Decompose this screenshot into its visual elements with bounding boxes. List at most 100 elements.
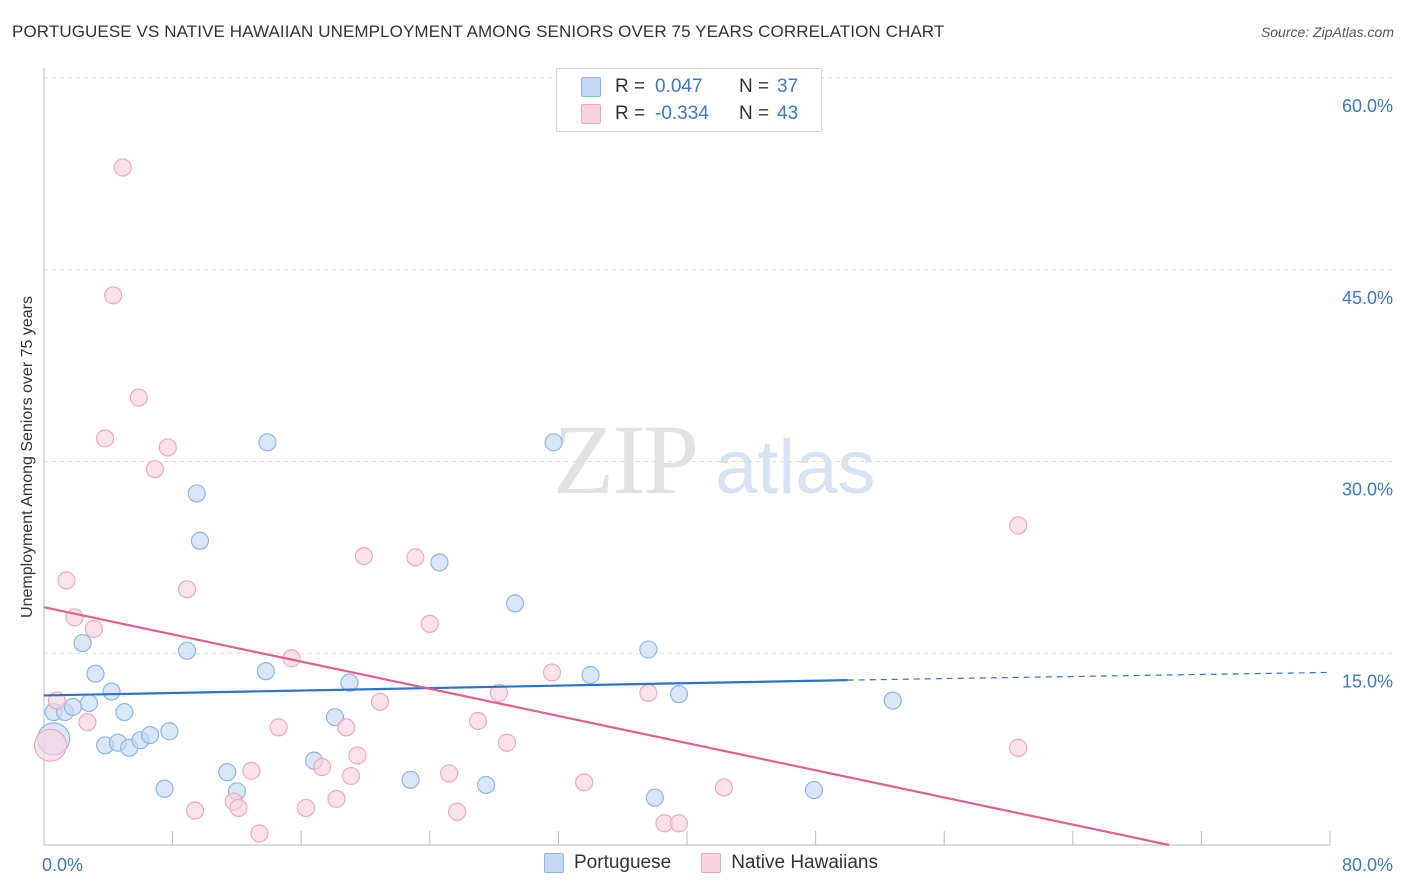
portuguese-point xyxy=(256,662,275,681)
native-hawaiian-point xyxy=(186,801,205,820)
portuguese-point xyxy=(155,779,174,798)
y-tick-label: 30.0% xyxy=(1342,480,1393,500)
portuguese-point xyxy=(187,484,206,503)
native-hawaiian-point xyxy=(542,663,562,682)
portuguese-swatch xyxy=(581,77,601,97)
correlation-legend: R = 0.047 N = 37 R = -0.334 N = 43 xyxy=(556,68,822,132)
portuguese-point xyxy=(79,694,99,713)
portuguese-point xyxy=(505,594,525,613)
legend-item-portuguese[interactable]: Portuguese xyxy=(544,852,671,874)
watermark-zip: ZIP xyxy=(553,404,699,515)
x-tick-label: 0.0% xyxy=(42,855,83,875)
native-hawaiian-point xyxy=(448,802,467,821)
native-hawaiian-point xyxy=(113,158,132,177)
native-hawaiian-point xyxy=(468,711,488,731)
native-hawaiian-point xyxy=(575,773,594,792)
portuguese-point xyxy=(160,722,179,741)
portuguese-point xyxy=(190,531,210,550)
native-hawaiian-point xyxy=(95,429,115,448)
portuguese-point xyxy=(476,775,496,795)
portuguese-point xyxy=(883,691,902,710)
native-hawaiian-point xyxy=(145,460,165,479)
grid-lines xyxy=(44,77,1392,654)
data-points xyxy=(33,158,1028,843)
legend-row-native-hawaiians: R = -0.334 N = 43 xyxy=(581,102,798,126)
portuguese-point xyxy=(581,665,600,685)
n-label: N = xyxy=(739,76,770,97)
native-hawaiian-point xyxy=(370,692,390,711)
native-hawaiian-point xyxy=(669,814,689,833)
native-hawaiian-point xyxy=(158,438,177,457)
native-hawaiian-point xyxy=(312,757,332,777)
native-hawaiian-point xyxy=(354,546,373,566)
native-hawaiian-point xyxy=(341,766,361,786)
portuguese-point xyxy=(102,682,121,701)
portuguese-point xyxy=(639,640,658,659)
legend-label: Native Hawaiians xyxy=(731,852,878,873)
portuguese-point xyxy=(63,697,83,717)
portuguese-point xyxy=(645,788,664,807)
portuguese-point xyxy=(669,685,689,704)
native-hawaiian-point xyxy=(269,718,288,737)
native-hawaiian-point xyxy=(242,761,261,780)
x-tick-label: 80.0% xyxy=(1342,855,1393,875)
native-hawaiian-point xyxy=(250,824,269,843)
native-hawaiian-point xyxy=(177,580,197,599)
legend-label: Portuguese xyxy=(574,852,672,873)
native-hawaiian-point xyxy=(348,746,367,765)
r-label: R = xyxy=(615,76,646,97)
native-hawaiian-point xyxy=(327,789,346,809)
y-tick-label: 15.0% xyxy=(1342,671,1393,691)
native-hawaiians-swatch xyxy=(581,104,601,124)
native-hawaiian-point xyxy=(497,733,517,752)
y-tick-label: 60.0% xyxy=(1342,96,1393,116)
portuguese-point xyxy=(325,708,345,727)
native-hawaiian-point xyxy=(104,286,123,305)
y-tick-label: 45.0% xyxy=(1342,288,1393,308)
legend-item-native-hawaiians[interactable]: Native Hawaiians xyxy=(701,852,878,874)
native-hawaiian-point xyxy=(406,548,425,567)
native-hawaiian-point xyxy=(714,778,734,797)
n-value: 37 xyxy=(777,76,799,97)
native-hawaiian-point xyxy=(229,798,248,818)
r-value: 0.047 xyxy=(655,76,703,97)
portuguese-point xyxy=(73,633,92,653)
tick-labels: 15.0% 30.0% 45.0% 60.0% 0.0% 80.0% xyxy=(42,96,1393,875)
n-label: N = xyxy=(739,103,770,124)
native-hawaiian-trend-line xyxy=(43,606,1170,847)
native-hawaiian-point xyxy=(296,798,316,818)
native-hawaiian-point xyxy=(33,728,68,762)
portuguese-swatch xyxy=(544,853,564,873)
legend-row-portuguese: R = 0.047 N = 37 xyxy=(581,75,798,99)
native-hawaiian-point xyxy=(129,388,148,407)
portuguese-trend-line xyxy=(43,678,848,697)
portuguese-point xyxy=(218,763,237,782)
portuguese-point xyxy=(544,433,563,452)
portuguese-point xyxy=(177,641,197,660)
native-hawaiian-point xyxy=(57,571,76,590)
native-hawaiian-point xyxy=(337,718,356,737)
portuguese-point xyxy=(140,725,160,745)
native-hawaiian-point xyxy=(489,683,509,702)
portuguese-point xyxy=(258,433,277,452)
chart-title: PORTUGUESE VS NATIVE HAWAIIAN UNEMPLOYME… xyxy=(12,22,945,41)
portuguese-trend-line-extension xyxy=(847,671,1331,681)
native-hawaiian-point xyxy=(84,619,103,639)
native-hawaiians-swatch xyxy=(701,853,722,873)
r-value: -0.334 xyxy=(655,103,709,124)
trend-lines xyxy=(43,606,1331,847)
source-label: Source: ZipAtlas.com xyxy=(1260,24,1394,40)
native-hawaiian-point xyxy=(1009,738,1028,757)
native-hawaiian-point xyxy=(439,764,459,783)
portuguese-point xyxy=(86,664,105,683)
portuguese-point xyxy=(340,673,359,692)
portuguese-point xyxy=(401,770,420,789)
axes xyxy=(43,68,1331,846)
native-hawaiian-point xyxy=(639,683,658,702)
portuguese-point xyxy=(115,702,134,722)
watermark-atlas: atlas xyxy=(715,425,876,510)
n-value: 43 xyxy=(777,103,799,124)
r-label: R = xyxy=(615,103,646,124)
native-hawaiian-point xyxy=(78,713,97,732)
